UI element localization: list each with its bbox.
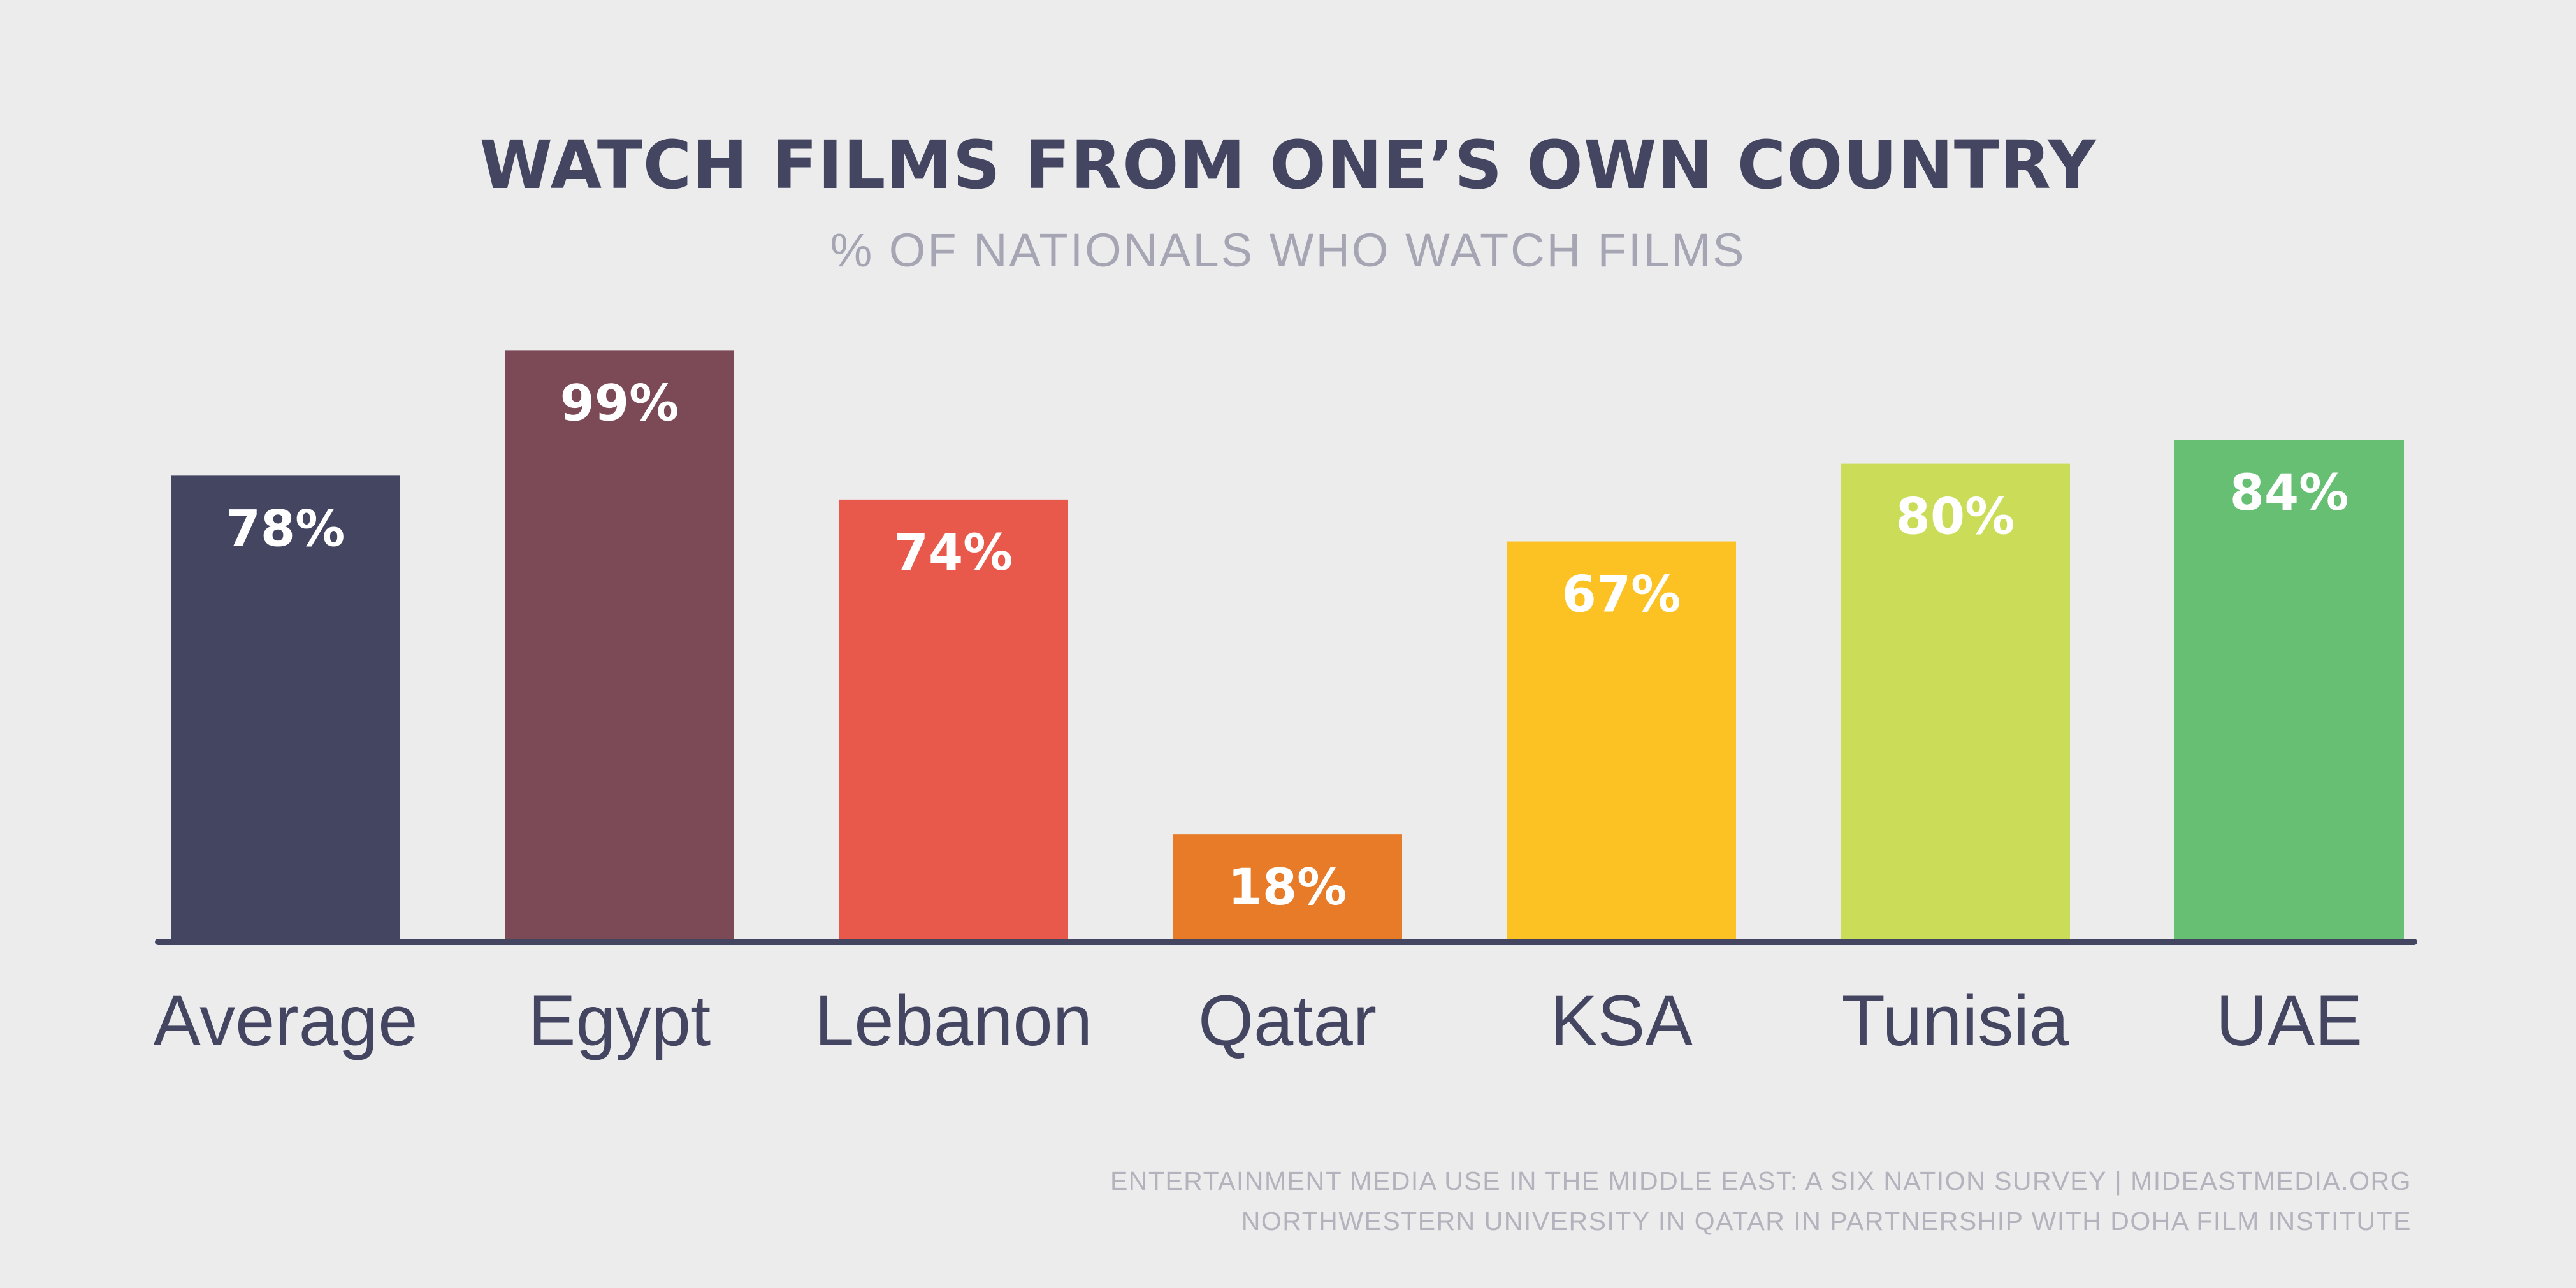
bar-lebanon [839, 499, 1068, 942]
source-line-2: NORTHWESTERN UNIVERSITY IN QATAR IN PART… [1241, 1206, 2412, 1236]
bar-value-label: 74% [894, 525, 1013, 582]
bar-qatar [1173, 834, 1402, 942]
category-label: UAE [2216, 981, 2363, 1060]
source-line-1: ENTERTAINMENT MEDIA USE IN THE MIDDLE EA… [1110, 1166, 2412, 1196]
bar-value-label: 18% [1228, 859, 1347, 916]
bar-egypt [505, 350, 734, 942]
bar-tunisia [1841, 463, 2070, 942]
bar-average [171, 475, 400, 942]
category-label: Qatar [1198, 981, 1377, 1060]
bar-value-label: 67% [1562, 567, 1681, 624]
bar-ksa [1507, 541, 1736, 942]
category-label: Lebanon [814, 981, 1092, 1060]
bar-value-label: 80% [1896, 489, 2015, 546]
category-label: KSA [1550, 981, 1693, 1060]
source-note: ENTERTAINMENT MEDIA USE IN THE MIDDLE EA… [1110, 1161, 2412, 1241]
bar-value-label: 78% [226, 500, 345, 558]
bar-value-label: 99% [560, 375, 679, 432]
category-label: Egypt [528, 981, 711, 1060]
bar-uae [2174, 440, 2404, 942]
chart-title: WATCH FILMS FROM ONE’S OWN COUNTRY [479, 126, 2097, 204]
category-label: Tunisia [1842, 981, 2070, 1060]
category-label: Average [153, 981, 417, 1060]
bar-value-label: 84% [2230, 465, 2349, 522]
chart-subtitle: % OF NATIONALS WHO WATCH FILMS [830, 224, 1746, 277]
